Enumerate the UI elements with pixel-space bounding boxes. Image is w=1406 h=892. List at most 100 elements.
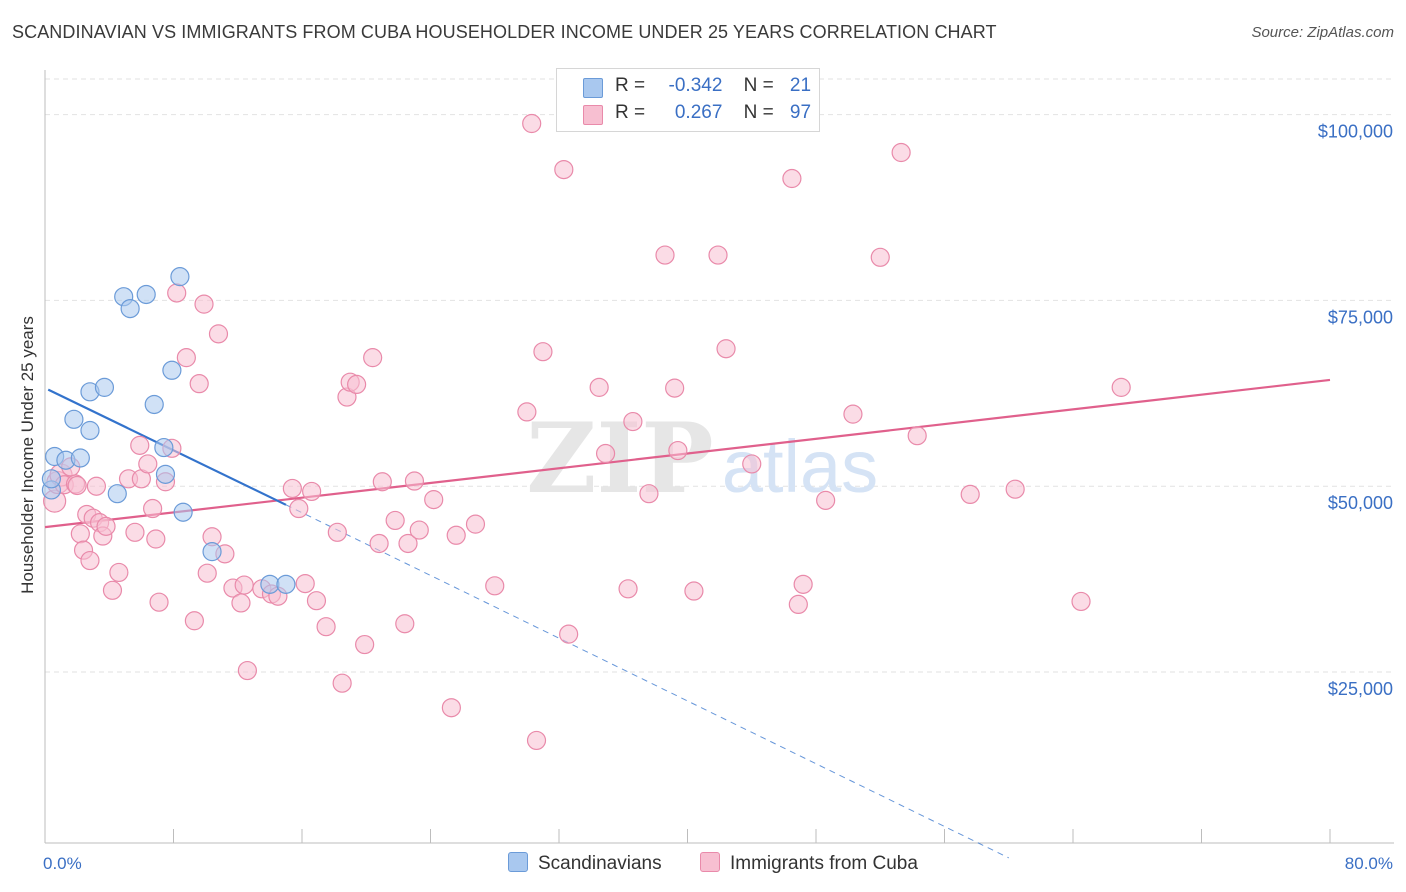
cuba-point [684, 581, 704, 601]
scandinavians-point [170, 267, 190, 287]
cuba-point [295, 573, 315, 594]
cuba-point [363, 348, 383, 368]
cuba-point [485, 576, 505, 596]
cuba-point [197, 563, 217, 583]
cuba-point [782, 168, 802, 189]
scandinavians-point [260, 574, 280, 594]
cuba-point [67, 475, 87, 496]
cuba-point [231, 593, 251, 613]
scandinavians-point [70, 448, 90, 468]
cuba-point [668, 440, 688, 461]
scandinavians-point [155, 464, 176, 484]
scandinavians-point [202, 542, 222, 562]
cuba-point [146, 529, 166, 549]
y-tick-label: $50,000 [1328, 493, 1393, 513]
cuba-point [184, 611, 204, 631]
chart-title: SCANDINAVIAN VS IMMIGRANTS FROM CUBA HOU… [12, 22, 997, 42]
bottom-legend-cuba: Immigrants from Cuba [700, 852, 918, 875]
cuba-point [332, 673, 352, 693]
cuba-point [522, 113, 542, 134]
cuba-point [655, 245, 675, 265]
legend-r-label: R = [615, 75, 646, 96]
cuba-point [167, 283, 187, 303]
scandinavians-legend-swatch [508, 852, 528, 872]
scandinavians-point [80, 420, 100, 441]
cuba-point [398, 533, 418, 554]
cuba-point [589, 377, 609, 397]
cuba-point [194, 294, 214, 314]
cuba-point [446, 525, 466, 545]
correlation-legend: R = -0.342 N = 21 R = 0.267 N = 97 [556, 68, 820, 132]
cuba-point [1005, 479, 1025, 499]
scandinavians-point [276, 574, 296, 594]
cuba-point [302, 481, 322, 502]
cuba-point [96, 516, 116, 536]
cuba-point [517, 402, 537, 422]
cuba-legend-label: Immigrants from Cuba [730, 853, 918, 874]
scandinavians-point [154, 437, 174, 458]
cuba-point [960, 484, 980, 505]
cuba-point [793, 574, 813, 594]
cuba-point [891, 142, 911, 163]
legend-n-label: N = [743, 102, 774, 123]
cuba-point [176, 348, 196, 368]
cuba-point [138, 454, 158, 474]
cuba-point [189, 374, 209, 394]
data-points [41, 113, 1131, 751]
cuba-point [385, 510, 405, 531]
legend-r-value-scandinavians: -0.342 [668, 75, 723, 96]
cuba-point [289, 498, 309, 519]
legend-r-label: R = [615, 102, 646, 123]
cuba-point [355, 634, 375, 655]
cuba-point [404, 471, 425, 491]
cuba-point [595, 443, 616, 464]
cuba-point [716, 339, 736, 359]
cuba-point [639, 484, 659, 504]
scandinavians-point [107, 484, 127, 504]
cuba-point [372, 472, 392, 492]
y-tick-label: $75,000 [1328, 307, 1393, 327]
cuba-point [554, 159, 574, 180]
cuba-point [788, 594, 808, 615]
cuba-point [1111, 377, 1131, 397]
cuba-point [369, 533, 389, 554]
watermark-zip: ZIP [526, 402, 713, 515]
cuba-point [843, 404, 863, 424]
cuba-point [109, 562, 129, 583]
cuba-point [424, 490, 444, 510]
scandinavians-point [173, 502, 193, 522]
cuba-point [143, 498, 163, 519]
source-label: Source: ZipAtlas.com [1251, 24, 1394, 41]
cuba-point [409, 520, 429, 540]
cuba-point [80, 550, 100, 571]
cuba-point [1071, 591, 1091, 612]
legend-r-value-cuba: 0.267 [674, 102, 723, 123]
cuba-point [559, 624, 579, 644]
cuba-trend-line [44, 378, 1331, 529]
scandinavians-point [144, 394, 164, 415]
cuba-point [816, 490, 836, 510]
cuba-swatch [583, 105, 603, 125]
scandinavians-trend-extension [285, 504, 1009, 859]
x-tick-label-min: 0.0% [43, 854, 82, 873]
cuba-point [618, 579, 638, 599]
cuba-point [623, 411, 643, 432]
cuba-point [234, 575, 254, 595]
cuba-point [533, 342, 553, 362]
legend-n-label: N = [743, 75, 774, 96]
cuba-point [130, 435, 150, 455]
scandinavians-point [136, 284, 156, 305]
legend-n-value-cuba: 97 [789, 102, 812, 123]
axes [44, 70, 1394, 844]
cuba-legend-swatch [700, 852, 720, 872]
scandinavians-point [94, 377, 115, 397]
cuba-point [708, 245, 728, 265]
cuba-point [665, 378, 685, 398]
bottom-legend-scandinavians: Scandinavians [508, 852, 662, 875]
cuba-point [149, 592, 169, 612]
cuba-point [316, 617, 336, 637]
cuba-point [306, 591, 327, 611]
y-tick-label: $25,000 [1328, 679, 1393, 699]
scandinavians-point [41, 469, 62, 489]
cuba-point [395, 614, 415, 634]
